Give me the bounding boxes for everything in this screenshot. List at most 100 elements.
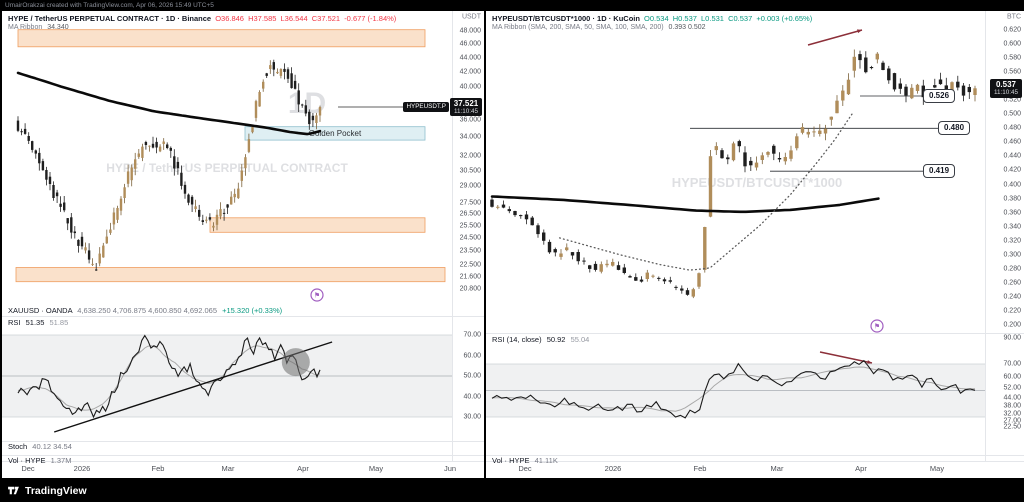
- rsi-tick: 60.00: [1003, 373, 1021, 381]
- rsi-highlight-circle[interactable]: [281, 348, 310, 377]
- indicator-title: MA Ribbon: [8, 23, 43, 31]
- price-tick: 0.300: [1003, 251, 1021, 259]
- demand-zone-lower[interactable]: [15, 267, 446, 283]
- price-tick: 0.520: [1003, 96, 1021, 104]
- price-tick: 0.400: [1003, 181, 1021, 189]
- overlay-symbol-row[interactable]: XAUUSD · OANDA 4,638.250 4,706.875 4,600…: [8, 306, 282, 315]
- flag-marker-icon[interactable]: [310, 288, 324, 302]
- price-tick: 22.500: [459, 261, 481, 269]
- flag-marker-icon[interactable]: [870, 319, 884, 333]
- price-tick: 29.000: [459, 182, 481, 190]
- price-tick: 44.000: [459, 54, 481, 62]
- price-tick: 27.500: [459, 199, 481, 207]
- price-scale-separator[interactable]: [985, 11, 986, 461]
- supply-zone-upper[interactable]: [17, 29, 426, 48]
- symbol-title[interactable]: HYPEUSDT/BTCUSDT*1000 · 1D · KuCoin: [492, 14, 640, 23]
- price-tick: 0.220: [1003, 307, 1021, 315]
- change-value: +0.003 (+0.65%): [756, 14, 813, 23]
- pane-separator[interactable]: [486, 455, 1024, 456]
- pane-separator[interactable]: [2, 316, 484, 317]
- annotation-arrow[interactable]: [807, 29, 863, 46]
- rsi-tick: 27.00: [1003, 417, 1021, 425]
- price-tick: 46.000: [459, 40, 481, 48]
- price-tick: 30.500: [459, 167, 481, 175]
- rsi-value: 50.92: [546, 335, 566, 344]
- rsi-header[interactable]: RSI (14, close) 50.92 55.04: [492, 335, 590, 344]
- overlay-symbol-title: XAUUSD · OANDA: [8, 306, 73, 315]
- ma-ribbon-line[interactable]: [16, 71, 322, 136]
- tradingview-logo[interactable]: TradingView: [7, 484, 87, 497]
- price-tick: 0.480: [1003, 124, 1021, 132]
- price-tick: 48.000: [459, 27, 481, 35]
- golden-pocket-label: Golden Pocket: [309, 129, 362, 138]
- chart-panel-hype-usdt: 1D HYPE / TetherUS PERPETUAL CONTRACT Go…: [2, 11, 484, 478]
- volume-row[interactable]: Vol · HYPE 1.37M: [8, 455, 72, 465]
- pane-separator[interactable]: [2, 441, 484, 442]
- price-tick: 0.460: [1003, 138, 1021, 146]
- rsi-header[interactable]: RSI 51.35 51.85: [8, 318, 69, 327]
- rsi-tick: 52.00: [1003, 384, 1021, 392]
- flag-glyph: ⚑: [874, 323, 880, 331]
- indicator-header[interactable]: MA Ribbon 34.340: [8, 24, 69, 31]
- price-chart-left[interactable]: Golden Pocket ⚑: [2, 11, 484, 478]
- price-tick: 0.440: [1003, 152, 1021, 160]
- demand-zone-mid[interactable]: [209, 217, 426, 233]
- indicator-value: 0.393 0.502: [668, 23, 706, 31]
- ohlc-high: H0.537: [672, 14, 697, 23]
- rsi-signal-line[interactable]: [491, 366, 975, 412]
- rsi-tick: 70.00: [1003, 360, 1021, 368]
- change-value: -0.677 (-1.84%): [344, 14, 397, 23]
- indicator-title: MA Ribbon (SMA, 200, SMA, 50, SMA, 100, …: [492, 23, 664, 31]
- price-tick: 0.260: [1003, 279, 1021, 287]
- ohlc-close: C0.537: [728, 14, 753, 23]
- price-scale-separator[interactable]: [452, 11, 453, 461]
- price-tick: 0.500: [1003, 110, 1021, 118]
- time-axis-label: 2026: [73, 464, 91, 473]
- volume-row[interactable]: Vol · HYPE 41.11K: [492, 455, 558, 465]
- price-tick: 42.000: [459, 68, 481, 76]
- time-axis-label: 2026: [604, 464, 622, 473]
- price-tick: 25.500: [459, 222, 481, 230]
- stoch-row[interactable]: Stoch 40.12 34.54: [8, 442, 72, 451]
- pane-separator[interactable]: [2, 455, 484, 456]
- ohlc-open: O0.534: [644, 14, 669, 23]
- price-tick: 0.560: [1003, 68, 1021, 76]
- annotation-arrow-head: [867, 360, 872, 364]
- rsi-line[interactable]: [17, 334, 321, 419]
- symbol-header[interactable]: HYPEUSDT/BTCUSDT*1000 · 1D · KuCoin O0.5…: [492, 14, 814, 23]
- ma-dotted-line[interactable]: [558, 112, 854, 271]
- indicator-header[interactable]: MA Ribbon (SMA, 200, SMA, 50, SMA, 100, …: [492, 24, 706, 31]
- time-axis-label: Mar: [770, 464, 784, 473]
- price-tick: 0.580: [1003, 54, 1021, 62]
- rsi-signal-line[interactable]: [17, 345, 321, 411]
- price-tick: 0.280: [1003, 265, 1021, 273]
- rsi-tick: 30.00: [463, 413, 481, 421]
- rsi-line[interactable]: [491, 359, 976, 419]
- symbol-title[interactable]: HYPE / TetherUS PERPETUAL CONTRACT · 1D …: [8, 14, 212, 23]
- current-price-value: 0.537: [995, 80, 1017, 90]
- price-tick: 20.800: [459, 285, 481, 293]
- scale-unit-label: BTC: [1007, 13, 1021, 21]
- symbol-header[interactable]: HYPE / TetherUS PERPETUAL CONTRACT · 1D …: [8, 14, 398, 23]
- overlay-symbol-values: 4,638.250 4,706.875 4,600.850 4,692.065: [77, 306, 217, 315]
- time-axis-label: Jun: [443, 464, 457, 473]
- bar-countdown: 11:10:45: [993, 89, 1019, 97]
- current-price-label: 0.537 11:10:45: [990, 79, 1022, 98]
- price-chart-right[interactable]: ⚑: [486, 11, 1024, 478]
- rsi-tick: 40.00: [463, 393, 481, 400]
- attribution-bar: UmairOrakzai created with TradingView.co…: [0, 0, 1024, 11]
- scale-unit-label: USDT: [461, 13, 481, 21]
- chart-panel-hype-btc-ratio: HYPEUSDT/BTCUSDT*1000 ⚑ HYPEUSDT/BTCUSDT…: [486, 11, 1024, 478]
- price-level-label[interactable]: 0.526: [923, 89, 956, 104]
- price-level-label[interactable]: 0.419: [923, 164, 956, 179]
- time-axis-label: Apr: [297, 464, 309, 473]
- price-tick: 32.000: [459, 152, 481, 160]
- golden-pocket-zone[interactable]: [244, 126, 426, 141]
- pane-separator[interactable]: [486, 333, 1024, 334]
- rsi-tick: 50.00: [463, 372, 481, 380]
- price-level-label[interactable]: 0.480: [938, 121, 971, 136]
- watermark-symbol: HYPEUSDT/BTCUSDT*1000: [671, 175, 843, 190]
- price-tick: 0.620: [1003, 26, 1021, 34]
- tradingview-logo-icon: [8, 486, 19, 495]
- ma-ribbon-line[interactable]: [490, 195, 880, 214]
